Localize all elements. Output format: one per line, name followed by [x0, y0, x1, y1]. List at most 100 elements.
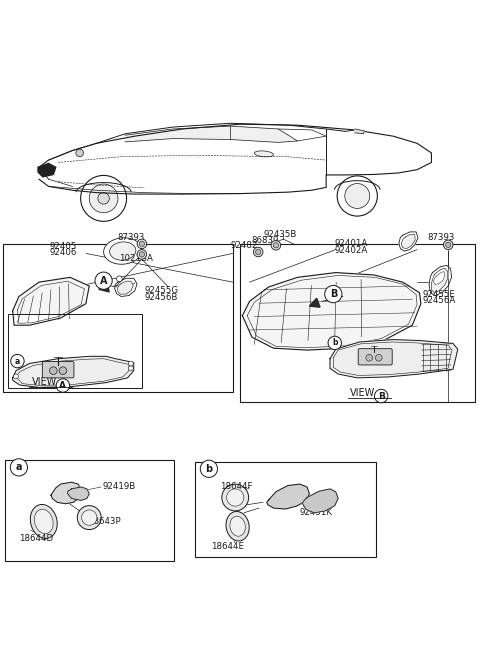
- Text: 87393: 87393: [427, 233, 455, 242]
- Text: b: b: [205, 464, 213, 474]
- Circle shape: [139, 241, 144, 246]
- Text: VIEW: VIEW: [32, 378, 57, 387]
- Circle shape: [328, 336, 341, 350]
- FancyBboxPatch shape: [42, 362, 74, 378]
- Bar: [240, 244, 475, 402]
- Polygon shape: [68, 487, 89, 500]
- Circle shape: [337, 176, 377, 216]
- Bar: [4, 460, 174, 561]
- Circle shape: [95, 272, 112, 289]
- Circle shape: [445, 242, 451, 248]
- Circle shape: [76, 149, 84, 156]
- Circle shape: [253, 248, 263, 257]
- Text: 18643P: 18643P: [88, 517, 120, 527]
- Text: 92455G: 92455G: [144, 286, 179, 295]
- Text: 92401A: 92401A: [335, 240, 368, 248]
- Bar: [194, 461, 376, 557]
- Polygon shape: [432, 268, 448, 292]
- Circle shape: [366, 354, 372, 361]
- Circle shape: [271, 240, 281, 250]
- Circle shape: [222, 484, 249, 511]
- Circle shape: [82, 510, 97, 525]
- Polygon shape: [118, 281, 133, 294]
- Circle shape: [345, 183, 370, 209]
- Circle shape: [137, 239, 147, 249]
- Text: 92451K: 92451K: [300, 508, 332, 517]
- Text: 18644E: 18644E: [211, 542, 244, 551]
- Text: VIEW: VIEW: [350, 388, 375, 398]
- Ellipse shape: [104, 238, 142, 264]
- Circle shape: [117, 276, 122, 282]
- Text: 92402A: 92402A: [335, 246, 368, 255]
- Circle shape: [200, 460, 217, 477]
- Circle shape: [375, 354, 382, 361]
- Polygon shape: [115, 279, 137, 296]
- Polygon shape: [267, 484, 310, 509]
- Circle shape: [273, 243, 278, 248]
- Text: A: A: [60, 381, 66, 390]
- Ellipse shape: [230, 516, 245, 536]
- Circle shape: [59, 367, 67, 374]
- Text: A: A: [100, 276, 108, 286]
- Polygon shape: [310, 298, 320, 308]
- Text: 92482: 92482: [230, 242, 257, 250]
- Text: B: B: [330, 289, 337, 299]
- Circle shape: [324, 286, 342, 303]
- Circle shape: [10, 459, 27, 476]
- Text: 92455E: 92455E: [423, 290, 456, 298]
- Circle shape: [13, 374, 18, 379]
- Polygon shape: [355, 129, 364, 134]
- Polygon shape: [330, 340, 458, 378]
- Text: b: b: [332, 339, 337, 347]
- Circle shape: [98, 193, 109, 204]
- Polygon shape: [242, 273, 421, 350]
- Circle shape: [89, 184, 118, 213]
- Text: 92406: 92406: [49, 248, 77, 257]
- FancyBboxPatch shape: [358, 348, 392, 365]
- Circle shape: [129, 366, 133, 371]
- Circle shape: [81, 176, 127, 221]
- Polygon shape: [38, 164, 56, 177]
- Ellipse shape: [226, 512, 249, 541]
- Ellipse shape: [109, 242, 136, 260]
- Bar: [3, 244, 233, 392]
- Bar: [8, 314, 142, 388]
- Text: 86839: 86839: [251, 236, 278, 246]
- Polygon shape: [12, 277, 89, 325]
- Circle shape: [374, 389, 388, 403]
- Polygon shape: [429, 265, 452, 296]
- Circle shape: [49, 367, 57, 374]
- Circle shape: [444, 240, 453, 249]
- Polygon shape: [230, 126, 298, 143]
- Ellipse shape: [254, 151, 274, 157]
- Circle shape: [129, 361, 133, 366]
- Ellipse shape: [35, 510, 53, 534]
- Circle shape: [137, 249, 147, 259]
- Circle shape: [227, 489, 244, 506]
- Text: 18644F: 18644F: [220, 482, 252, 492]
- Polygon shape: [433, 272, 445, 284]
- Polygon shape: [125, 126, 230, 142]
- Circle shape: [56, 379, 70, 392]
- Polygon shape: [51, 482, 81, 504]
- Text: 92456B: 92456B: [144, 293, 178, 302]
- Text: a: a: [16, 463, 22, 473]
- Circle shape: [11, 354, 24, 368]
- Text: a: a: [15, 356, 20, 366]
- Text: 18644D: 18644D: [19, 534, 53, 543]
- Circle shape: [255, 249, 261, 255]
- Polygon shape: [302, 489, 338, 513]
- Text: 1021BA: 1021BA: [119, 254, 153, 263]
- Circle shape: [77, 506, 101, 529]
- Polygon shape: [399, 232, 418, 251]
- Text: 92456A: 92456A: [423, 296, 456, 306]
- Text: 92435B: 92435B: [264, 230, 298, 239]
- Text: 92405: 92405: [49, 242, 77, 251]
- Circle shape: [139, 251, 144, 257]
- Text: B: B: [378, 391, 384, 401]
- Text: 87393: 87393: [117, 233, 144, 242]
- Polygon shape: [99, 282, 109, 292]
- Ellipse shape: [30, 504, 57, 539]
- Polygon shape: [401, 234, 415, 249]
- Polygon shape: [12, 356, 134, 387]
